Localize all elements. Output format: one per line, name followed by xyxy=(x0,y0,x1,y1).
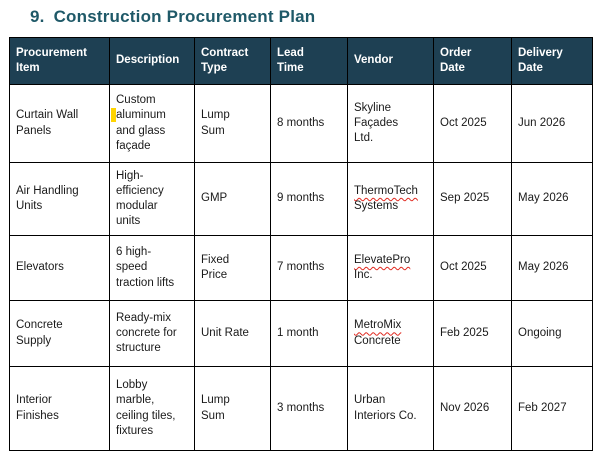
column-header-lead-time: Lead Time xyxy=(270,37,348,85)
cell-description: 6 high- speed traction lifts xyxy=(109,235,195,301)
cell-lead-time: 7 months xyxy=(270,235,348,301)
cell-description: High- efficiency modular units xyxy=(109,162,195,236)
table-row: Interior Finishes Lobby marble, ceiling t… xyxy=(9,366,593,451)
heading-number: 9. xyxy=(30,7,45,26)
cell-lead-time: 8 months xyxy=(270,84,348,163)
table-body: Curtain Wall Panels Custom aluminum and g… xyxy=(9,84,593,451)
column-header-procurement-item: Procurement Item xyxy=(9,37,110,85)
highlight-marker xyxy=(111,108,116,122)
misspelled-word: MetroMix xyxy=(354,319,402,332)
cell-delivery-date: May 2026 xyxy=(511,235,593,301)
cell-order-date: Oct 2025 xyxy=(433,84,512,163)
table-header: Procurement Item Description Contract Type… xyxy=(9,37,593,85)
page-title: 9. Construction Procurement Plan xyxy=(30,7,600,27)
column-header-order-date: Order Date xyxy=(433,37,512,85)
cell-description: Lobby marble, ceiling tiles, fixtures xyxy=(109,366,195,451)
cell-lead-time: 1 month xyxy=(270,300,348,367)
column-header-description: Description xyxy=(109,37,195,85)
cell-delivery-date: Ongoing xyxy=(511,300,593,367)
table-row: Elevators 6 high- speed traction lifts Fix… xyxy=(9,235,593,301)
cell-delivery-date: Feb 2027 xyxy=(511,366,593,451)
misspelled-word: ElevatePro xyxy=(354,253,411,266)
cell-order-date: Nov 2026 xyxy=(433,366,512,451)
table-row: Air Handling Units High- efficiency modul… xyxy=(9,162,593,236)
procurement-table: Procurement Item Description Contract Type… xyxy=(9,37,593,451)
cell-delivery-date: Jun 2026 xyxy=(511,84,593,163)
cell-procurement-item: Interior Finishes xyxy=(9,366,110,451)
cell-vendor: ElevatePro Inc. xyxy=(347,235,434,301)
cell-description: Ready-mix concrete for structure xyxy=(109,300,195,367)
column-header-contract-type: Contract Type xyxy=(194,37,271,85)
cell-lead-time: 3 months xyxy=(270,366,348,451)
cell-procurement-item: Air Handling Units xyxy=(9,162,110,236)
cell-procurement-item: Curtain Wall Panels xyxy=(9,84,110,163)
cell-procurement-item: Elevators xyxy=(9,235,110,301)
heading-text: Construction Procurement Plan xyxy=(53,7,316,26)
column-header-delivery-date: Delivery Date xyxy=(511,37,593,85)
cell-vendor: MetroMix Concrete xyxy=(347,300,434,367)
cell-vendor: ThermoTech Systems xyxy=(347,162,434,236)
misspelled-word: ThermoTech xyxy=(354,184,418,197)
cell-order-date: Feb 2025 xyxy=(433,300,512,367)
cell-procurement-item: Concrete Supply xyxy=(9,300,110,367)
cell-contract-type: GMP xyxy=(194,162,271,236)
table-header-row: Procurement Item Description Contract Type… xyxy=(9,37,593,85)
cell-description: Custom aluminum and glass façade xyxy=(109,84,195,163)
cell-contract-type: Lump Sum xyxy=(194,366,271,451)
cell-vendor: Skyline Façades Ltd. xyxy=(347,84,434,163)
cell-vendor: Urban Interiors Co. xyxy=(347,366,434,451)
column-header-vendor: Vendor xyxy=(347,37,434,85)
cell-contract-type: Fixed Price xyxy=(194,235,271,301)
cell-delivery-date: May 2026 xyxy=(511,162,593,236)
cell-contract-type: Lump Sum xyxy=(194,84,271,163)
table-row: Concrete Supply Ready-mix concrete for st… xyxy=(9,300,593,367)
table-row: Curtain Wall Panels Custom aluminum and g… xyxy=(9,84,593,163)
cell-contract-type: Unit Rate xyxy=(194,300,271,367)
cell-order-date: Oct 2025 xyxy=(433,235,512,301)
cell-lead-time: 9 months xyxy=(270,162,348,236)
cell-order-date: Sep 2025 xyxy=(433,162,512,236)
